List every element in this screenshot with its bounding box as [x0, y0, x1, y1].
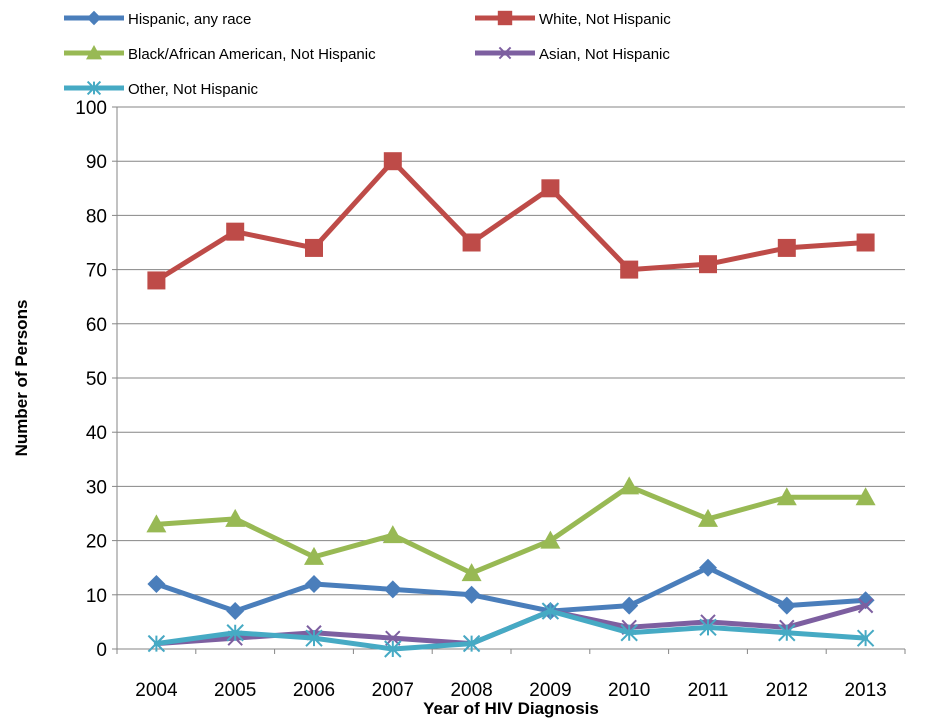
legend-label: White, Not Hispanic [539, 11, 671, 28]
legend-label: Hispanic, any race [128, 11, 251, 28]
series-black-african-american-not-hispanic [146, 476, 876, 582]
data-point [86, 80, 102, 96]
legend-item: White, Not Hispanic [475, 10, 671, 28]
data-point [620, 260, 639, 279]
data-point [498, 46, 512, 60]
y-tick-label: 20 [86, 532, 107, 553]
series-other-not-hispanic [147, 602, 875, 658]
y-tick-label: 90 [86, 152, 107, 173]
y-tick-label: 0 [96, 640, 107, 661]
data-point [856, 233, 875, 252]
x-tick-label: 2006 [293, 680, 335, 701]
data-point [620, 624, 638, 642]
data-point [147, 634, 166, 653]
data-point [462, 585, 481, 604]
data-point [382, 525, 403, 544]
data-point [146, 514, 167, 533]
y-tick-label: 10 [86, 586, 107, 607]
data-point [856, 629, 875, 647]
data-point [541, 602, 560, 620]
data-point [462, 634, 481, 653]
series-line [153, 608, 869, 652]
x-tick-label: 2011 [688, 680, 729, 701]
x-tick-label: 2008 [450, 680, 492, 701]
y-tick-label: 60 [86, 315, 107, 336]
data-point [383, 580, 402, 599]
legend-item: Asian, Not Hispanic [475, 46, 670, 63]
data-point [461, 563, 482, 582]
data-point [147, 271, 166, 290]
data-point [619, 476, 640, 495]
y-axis-title: Number of Persons [12, 300, 31, 457]
x-tick-label: 2004 [135, 680, 178, 701]
legend-item: Other, Not Hispanic [64, 80, 259, 98]
data-point [857, 597, 874, 614]
data-point [305, 574, 323, 593]
gridlines [117, 106, 905, 596]
axes [112, 106, 906, 654]
data-point [86, 45, 102, 60]
series-line [153, 158, 869, 283]
data-point [620, 596, 639, 615]
data-point [497, 10, 513, 26]
data-point [855, 487, 876, 506]
data-point [226, 624, 244, 642]
series-hispanic-any-race [147, 558, 875, 621]
data-point [147, 574, 166, 593]
data-point [462, 233, 481, 252]
data-point [304, 546, 324, 565]
data-point [86, 10, 102, 26]
series-group [146, 152, 876, 658]
legend-item: Hispanic, any race [64, 10, 251, 28]
y-tick-label: 80 [86, 206, 107, 227]
y-tick-label: 70 [86, 261, 107, 282]
data-point [384, 640, 402, 658]
series-asian-not-hispanic [148, 597, 874, 652]
x-axis-ticks: 2004 2005 2006 2007 2008 2009 2010 2011 2012 2013 [135, 680, 886, 701]
legend-label: Other, Not Hispanic [128, 81, 259, 98]
data-point [699, 558, 717, 577]
series-line [153, 565, 869, 614]
y-axis-ticks: 0 10 20 30 40 50 60 70 80 90 100 [75, 98, 107, 661]
legend-label: Asian, Not Hispanic [539, 46, 670, 63]
data-point [777, 596, 796, 615]
x-axis-title: Year of HIV Diagnosis [423, 699, 599, 718]
data-point [383, 152, 402, 171]
x-tick-label: 2013 [844, 680, 886, 701]
legend-item: Black/African American, Not Hispanic [64, 45, 376, 63]
data-point [226, 222, 245, 241]
series-line [153, 603, 869, 647]
y-tick-label: 100 [75, 98, 107, 119]
data-point [541, 179, 560, 198]
data-point [385, 630, 401, 646]
x-tick-label: 2009 [529, 680, 571, 701]
x-tick-label: 2010 [608, 680, 650, 701]
data-point [699, 618, 717, 637]
data-point [305, 629, 323, 647]
x-tick-label: 2012 [766, 680, 808, 701]
data-point [225, 508, 246, 527]
data-point [778, 624, 796, 642]
data-point [305, 238, 323, 257]
y-tick-label: 40 [86, 423, 107, 444]
x-tick-label: 2007 [372, 680, 414, 701]
y-tick-label: 30 [86, 477, 107, 498]
series-white-not-hispanic [147, 152, 875, 290]
series-line [153, 483, 869, 576]
data-point [226, 602, 245, 621]
legend: Hispanic, any race White, Not Hispanic Bla… [64, 10, 671, 98]
legend-label: Black/African American, Not Hispanic [128, 46, 376, 63]
data-point [699, 255, 717, 274]
data-point [777, 238, 796, 257]
data-point [540, 530, 561, 549]
x-tick-label: 2005 [214, 680, 256, 701]
data-point [776, 487, 797, 506]
data-point [698, 508, 718, 527]
y-tick-label: 50 [86, 369, 107, 390]
